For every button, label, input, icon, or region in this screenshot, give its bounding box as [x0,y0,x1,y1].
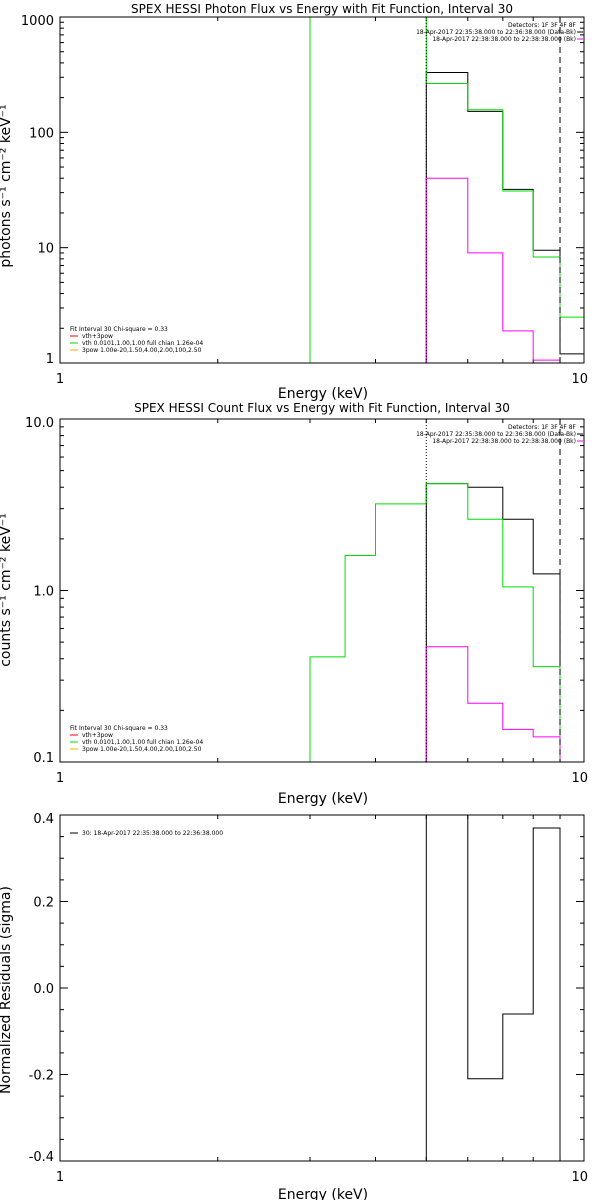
y-tick-label: 0.1 [33,751,54,766]
info-line: 18-Apr-2017 22:35:38.000 to 22:36:38.000… [416,431,576,438]
y-tick-label: 0.2 [33,896,54,911]
panel-title: SPEX HESSI Count Flux vs Energy with Fit… [134,401,510,415]
info-line: 18-Apr-2017 22:38:38.000 to 22:38:38.000… [432,36,576,43]
info-line: Detectors: 1F 3F 4F 8F [508,424,577,431]
y-tick-label: 10 [37,242,54,257]
plot-frame [59,418,585,763]
y-tick-label: 1 [46,352,54,367]
y-axis-label: counts s⁻¹ cm⁻² keV⁻¹ [0,513,14,667]
x-tick-label: 10 [571,771,588,786]
x-axis-label: Energy (keV) [278,1187,368,1200]
legend-entry: vth 0.0101,1.00,1.00 full chian 1.26e-04 [82,739,203,746]
panel-title: SPEX HESSI Photon Flux vs Energy with Fi… [131,2,513,16]
legend-entry: 3pow 1.00e-20,1.50,4.00,2.00,100,2.50 [82,746,202,753]
info-line: 18-Apr-2017 22:35:38.000 to 22:36:38.000… [416,29,576,36]
info-line: Detectors: 1F 3F 4F 8F [508,22,577,29]
y-axis-label: photons s⁻¹ cm⁻² keV⁻¹ [0,104,14,267]
residuals-panel: Energy (keV) Normalized Residuals (sigma… [0,812,588,1200]
photon-flux-panel: SPEX HESSI Photon Flux vs Energy with Fi… [0,2,588,402]
x-tick-label: 1 [56,1170,64,1185]
legend-entry: vth+3pow [82,732,113,739]
y-tick-label: 1000 [21,14,54,29]
plot-frame [59,814,585,1162]
y-tick-label: 0.4 [33,812,54,827]
legend-entry: 30: 18-Apr-2017 22:35:38.000 to 22:36:38… [82,830,223,837]
legend-header: Fit Interval 30 Chi-square = 0.33 [70,326,168,333]
y-tick-label: 10.0 [25,416,54,431]
series-2-line [425,177,561,363]
count-flux-panel: SPEX HESSI Count Flux vs Energy with Fit… [0,401,588,807]
y-tick-label: -0.4 [29,1150,54,1165]
legend-entry: vth 0.0101,1.00,1.00 full chian 1.26e-04 [82,340,203,347]
info-line: 18-Apr-2017 22:38:38.000 to 22:38:38.000… [432,438,576,445]
legend-header: Fit Interval 30 Chi-square = 0.33 [70,725,168,732]
series-0-line [425,72,585,363]
series-1-line [309,16,585,363]
x-axis-label: Energy (keV) [278,386,368,402]
x-tick-label: 1 [56,771,64,786]
y-tick-label: -0.2 [29,1069,54,1084]
legend-entry: 3pow 1.00e-20,1.50,4.00,2.00,100,2.50 [82,347,202,354]
x-tick-label: 10 [571,1170,588,1185]
series-1-line [309,483,584,763]
series-0-line [425,814,561,1161]
y-tick-label: 1.0 [33,585,54,600]
plot-frame [59,16,585,364]
x-tick-label: 1 [56,372,64,387]
y-axis-label: Normalized Residuals (sigma) [0,886,14,1094]
y-tick-label: 100 [29,126,54,141]
x-tick-label: 10 [571,372,588,387]
x-axis-label: Energy (keV) [278,791,368,807]
legend-entry: vth+3pow [82,333,113,340]
series-2-line [425,646,561,762]
y-tick-label: 0.0 [33,982,54,997]
